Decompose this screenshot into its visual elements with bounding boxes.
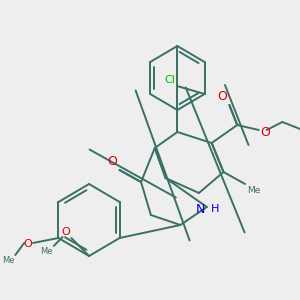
Text: O: O xyxy=(23,239,32,249)
Text: Cl: Cl xyxy=(164,75,175,85)
Text: H: H xyxy=(211,204,219,214)
Text: Me: Me xyxy=(247,186,260,195)
Text: O: O xyxy=(260,125,270,139)
Text: O: O xyxy=(108,155,118,168)
Text: Me: Me xyxy=(40,247,53,256)
Text: N: N xyxy=(196,203,206,216)
Text: O: O xyxy=(62,227,70,237)
Text: O: O xyxy=(218,90,227,103)
Text: Me: Me xyxy=(2,256,14,265)
